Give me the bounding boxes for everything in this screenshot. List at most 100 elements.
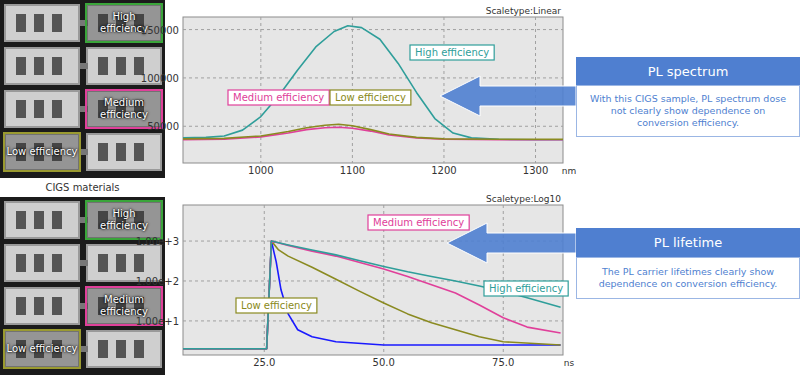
grid-line <box>183 320 563 321</box>
device-pad <box>86 330 162 368</box>
legend-entry: Low efficiency <box>236 298 317 313</box>
pad-pattern <box>98 340 108 358</box>
pad-pattern <box>16 297 26 315</box>
tick-label: 75.0 <box>492 357 514 368</box>
pad-pattern <box>16 14 26 32</box>
series-group <box>183 26 563 140</box>
axis-label: nm <box>562 166 576 176</box>
caption: CIGS materials <box>0 181 165 195</box>
device-pad <box>4 287 80 325</box>
pad-pattern <box>34 211 44 229</box>
series-line <box>183 26 563 140</box>
tick-label: 1200 <box>431 165 456 176</box>
chart-title: Scaletype:Linear <box>486 6 562 16</box>
efficiency-label: High efficiency <box>85 3 163 43</box>
pad-link <box>80 63 88 69</box>
tick-label: 50000 <box>147 121 179 132</box>
efficiency-label: Low efficiency <box>3 132 81 172</box>
legend-box <box>484 281 568 296</box>
legend-text: Low efficiency <box>241 300 312 311</box>
pad-pattern <box>52 254 62 272</box>
legend-entry: High efficiency <box>484 281 568 296</box>
grid-line <box>443 17 444 163</box>
arrow <box>447 223 576 263</box>
pad-pattern <box>98 143 108 161</box>
callout-text: The PL carrier lifetimes clearly show de… <box>576 257 800 299</box>
efficiency-label: Low efficiency <box>3 329 81 369</box>
pad-pattern <box>16 254 26 272</box>
legend-text: Low efficiency <box>335 92 406 103</box>
device-pad <box>4 90 80 128</box>
pad-pattern <box>98 254 108 272</box>
legend-entry: Medium efficiency <box>228 90 329 105</box>
legend-text: Medium efficiency <box>373 217 464 228</box>
pad-pattern <box>52 57 62 75</box>
grid-line <box>503 205 504 355</box>
pad-pattern <box>16 57 26 75</box>
tick-label: 25.0 <box>253 357 275 368</box>
legend-box <box>236 298 317 313</box>
tick-label: 1.00e+2 <box>136 276 179 287</box>
pad-pattern <box>98 57 108 75</box>
device-pad <box>4 201 80 239</box>
tick-label: 1300 <box>523 165 548 176</box>
pad-pattern <box>116 143 126 161</box>
pad-pattern <box>52 14 62 32</box>
efficiency-label: High efficiency <box>85 200 163 240</box>
pad-pattern <box>16 100 26 118</box>
device-pad <box>4 244 80 282</box>
tick-label: 150000 <box>141 25 179 36</box>
plot-area <box>183 205 563 355</box>
pad-pattern <box>52 297 62 315</box>
legend-entry: High efficiency <box>410 45 494 60</box>
pad-pattern <box>34 297 44 315</box>
pad-pattern <box>134 254 144 272</box>
device-pad <box>4 47 80 85</box>
legend-box <box>410 45 494 60</box>
pad-link <box>80 346 88 352</box>
pad-pattern <box>52 211 62 229</box>
pad-link <box>80 260 88 266</box>
legend-box <box>228 90 329 105</box>
grid-line <box>183 126 563 127</box>
pad-pattern <box>34 254 44 272</box>
pad-pattern <box>116 340 126 358</box>
tick-label: 1.00e+3 <box>136 236 179 247</box>
legend-entry: Low efficiency <box>330 90 411 105</box>
arrow <box>440 76 576 116</box>
device-pad <box>86 133 162 171</box>
legend-entry: Medium efficiency <box>368 215 469 230</box>
chart-title: Scaletype:Log10 <box>486 194 561 204</box>
chart: 1000 1100 1200 1300 50000 100000 150000 Scalety… <box>141 6 576 176</box>
chart: 25.0 50.0 75.0 1.00e+1 1.00e+2 1.00e+3 Scalety… <box>136 194 575 368</box>
grid-line <box>183 77 563 78</box>
device-pad <box>4 4 80 42</box>
pad-pattern <box>34 100 44 118</box>
legend-box <box>368 215 469 230</box>
pad-link <box>80 149 88 155</box>
tick-label: 1000 <box>248 165 273 176</box>
pad-pattern <box>116 57 126 75</box>
legend-text: High efficiency <box>415 47 489 58</box>
legend-text: Medium efficiency <box>233 92 324 103</box>
pad-pattern <box>116 254 126 272</box>
callout-title: PL lifetime <box>576 228 800 257</box>
tick-label: 1100 <box>340 165 365 176</box>
tick-label: 50.0 <box>373 357 395 368</box>
pad-pattern <box>134 143 144 161</box>
pad-pattern <box>16 211 26 229</box>
pad-pattern <box>34 57 44 75</box>
pad-pattern <box>134 340 144 358</box>
tick-label: 100000 <box>141 73 179 84</box>
legend-text: High efficiency <box>489 283 563 294</box>
legend-box <box>330 90 411 105</box>
series-line <box>183 124 563 139</box>
pad-pattern <box>34 14 44 32</box>
callout-text: With this CIGS sample, PL spectrum dose … <box>576 85 800 137</box>
pad-pattern <box>52 100 62 118</box>
grid-line <box>183 29 563 30</box>
callout-title: PL spectrum <box>576 57 800 85</box>
tick-label: 1.00e+1 <box>136 316 179 327</box>
grid-line <box>264 205 265 355</box>
axis-label: ns <box>564 358 575 368</box>
